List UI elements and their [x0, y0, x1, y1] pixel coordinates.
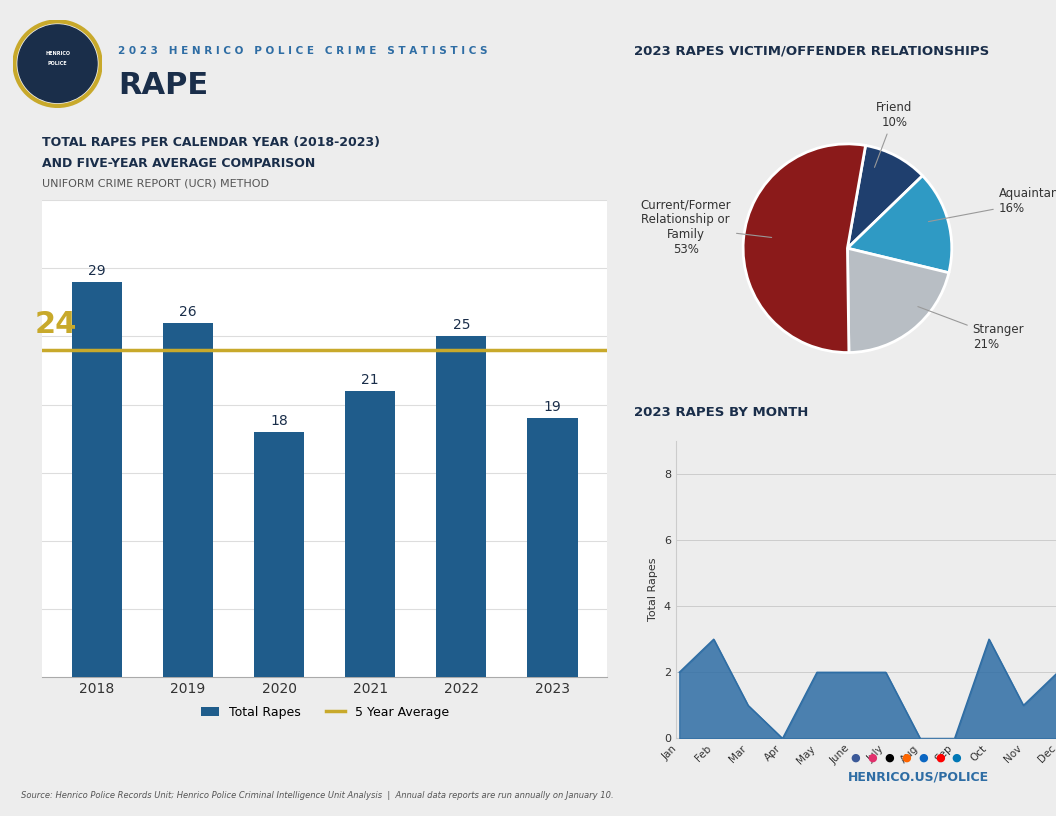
Text: 18: 18: [270, 414, 288, 428]
Text: 29: 29: [88, 264, 106, 277]
Text: 25: 25: [453, 318, 470, 332]
Text: 21: 21: [361, 373, 379, 387]
Text: ●: ●: [850, 752, 861, 762]
Text: ●: ●: [901, 752, 911, 762]
Text: ●: ●: [951, 752, 962, 762]
Text: Stranger
21%: Stranger 21%: [918, 307, 1024, 351]
Circle shape: [18, 24, 97, 103]
Bar: [527, 418, 578, 677]
Wedge shape: [847, 248, 949, 353]
Text: ●: ●: [918, 752, 928, 762]
Y-axis label: Total Rapes: Total Rapes: [648, 558, 658, 621]
Wedge shape: [847, 145, 923, 248]
Text: Friend
10%: Friend 10%: [874, 100, 912, 167]
Wedge shape: [743, 144, 866, 353]
Text: HENRICO: HENRICO: [45, 51, 70, 55]
Text: Aquaintance
16%: Aquaintance 16%: [928, 187, 1056, 222]
Text: TOTAL RAPES PER CALENDAR YEAR (2018-2023): TOTAL RAPES PER CALENDAR YEAR (2018-2023…: [42, 136, 380, 149]
Text: 26: 26: [180, 304, 196, 318]
Text: Source: Henrico Police Records Unit; Henrico Police Criminal Intelligence Unit A: Source: Henrico Police Records Unit; Hen…: [21, 791, 614, 800]
Text: 24: 24: [35, 310, 77, 339]
Text: Current/Former
Relationship or
Family
53%: Current/Former Relationship or Family 53…: [640, 198, 772, 256]
Bar: [163, 322, 213, 677]
Wedge shape: [847, 175, 951, 273]
Text: AND FIVE-YEAR AVERAGE COMPARISON: AND FIVE-YEAR AVERAGE COMPARISON: [42, 157, 316, 170]
Text: ●: ●: [884, 752, 894, 762]
Bar: [436, 336, 487, 677]
Bar: [254, 432, 304, 677]
Bar: [72, 282, 122, 677]
Text: 2023 RAPES VICTIM/OFFENDER RELATIONSHIPS: 2023 RAPES VICTIM/OFFENDER RELATIONSHIPS: [634, 44, 988, 57]
Text: UNIFORM CRIME REPORT (UCR) METHOD: UNIFORM CRIME REPORT (UCR) METHOD: [42, 179, 269, 188]
Bar: [345, 391, 395, 677]
Legend: Total Rapes, 5 Year Average: Total Rapes, 5 Year Average: [195, 701, 454, 724]
Text: 2023 RAPES BY MONTH: 2023 RAPES BY MONTH: [634, 406, 808, 419]
Text: 19: 19: [544, 400, 562, 414]
Text: HENRICO.US/POLICE: HENRICO.US/POLICE: [848, 770, 989, 783]
Text: ●: ●: [935, 752, 945, 762]
Text: 2 0 2 3   H E N R I C O   P O L I C E   C R I M E   S T A T I S T I C S: 2 0 2 3 H E N R I C O P O L I C E C R I …: [118, 46, 488, 55]
Text: RAPE: RAPE: [118, 71, 208, 100]
Text: POLICE: POLICE: [48, 61, 68, 66]
Text: ●: ●: [867, 752, 878, 762]
